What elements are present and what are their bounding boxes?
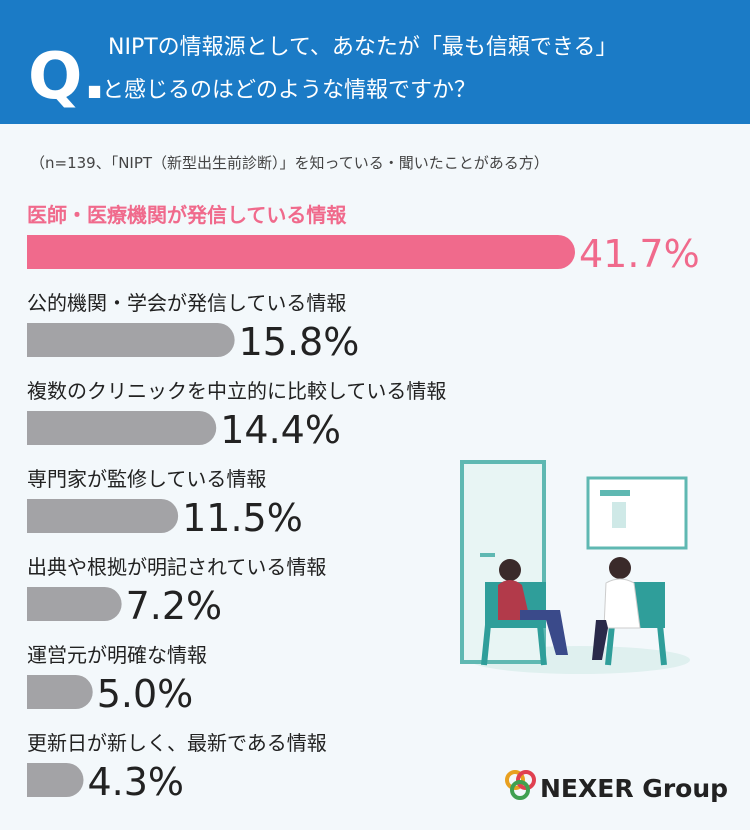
category-label: 出典や根拠が明記されている情報	[27, 555, 326, 579]
category-label: 専門家が監修している情報	[27, 467, 266, 491]
value-label: 11.5%	[182, 496, 303, 540]
category-label: 運営元が明確な情報	[27, 643, 207, 667]
bar	[27, 323, 235, 357]
category-label: 医師・医療機関が発信している情報	[27, 203, 347, 227]
bar	[27, 763, 84, 797]
title-line: と感じるのはどのような情報ですか？	[102, 78, 476, 103]
value-label: 14.4%	[220, 408, 341, 452]
value-label: 15.8%	[239, 320, 360, 364]
bar	[27, 235, 575, 269]
value-label: 5.0%	[97, 672, 194, 716]
header	[0, 0, 750, 124]
logo-text: NEXER Group	[540, 774, 728, 803]
value-label: 7.2%	[126, 584, 223, 628]
category-label: 更新日が新しく、最新である情報	[27, 731, 327, 755]
category-label: 複数のクリニックを中立的に比較している情報	[27, 379, 446, 403]
bar	[27, 499, 179, 533]
bar	[27, 587, 122, 621]
bar	[27, 675, 93, 709]
value-label: 4.3%	[88, 760, 185, 804]
subtitle: （n=139、「NIPT（新型出生前診断）」を知っている・聞いたことがある方）	[30, 154, 549, 172]
bar	[27, 411, 217, 445]
category-label: 公的機関・学会が発信している情報	[27, 291, 346, 315]
q-mark: Q.	[28, 40, 107, 114]
title-line: NIPTの情報源として、あなたが「最も信頼できる」	[108, 35, 617, 60]
value-label: 41.7%	[579, 232, 700, 276]
illustration	[460, 460, 690, 674]
logo: NEXER Group	[505, 770, 728, 803]
